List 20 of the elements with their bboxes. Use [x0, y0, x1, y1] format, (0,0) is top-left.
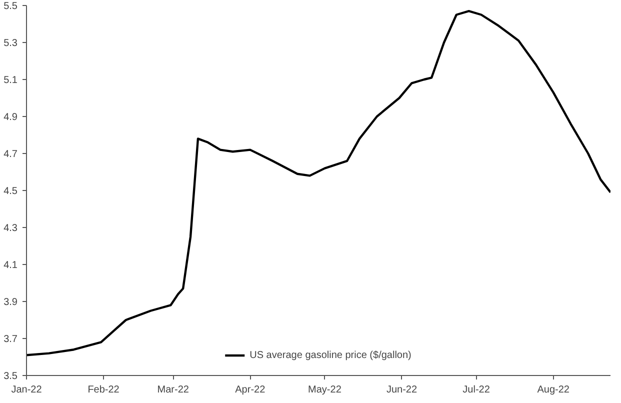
- y-tick-label: 4.3: [4, 223, 18, 234]
- y-tick-label: 3.5: [4, 371, 18, 382]
- y-tick-label: 5.3: [4, 38, 18, 49]
- y-tick-label: 5.1: [4, 75, 18, 86]
- x-tick-label: May-22: [308, 384, 342, 396]
- x-tick-label: Apr-22: [235, 384, 266, 396]
- x-tick-label: Mar-22: [157, 384, 190, 396]
- x-tick-label: Jul-22: [462, 384, 490, 396]
- y-tick-label: 3.7: [4, 334, 18, 345]
- x-tick-label: Feb-22: [88, 384, 120, 396]
- y-tick-label: 4.9: [4, 112, 18, 123]
- y-tick-label: 3.9: [4, 297, 18, 308]
- y-tick-label: 4.5: [4, 186, 18, 197]
- x-tick-label: Jun-22: [386, 384, 418, 396]
- x-tick-label: Jan-22: [11, 384, 42, 396]
- y-tick-label: 4.7: [4, 149, 18, 160]
- x-tick-label: Aug-22: [537, 384, 570, 396]
- y-tick-label: 5.5: [4, 1, 18, 12]
- legend-label: US average gasoline price ($/gallon): [250, 350, 412, 360]
- y-tick-label: 4.1: [4, 260, 18, 271]
